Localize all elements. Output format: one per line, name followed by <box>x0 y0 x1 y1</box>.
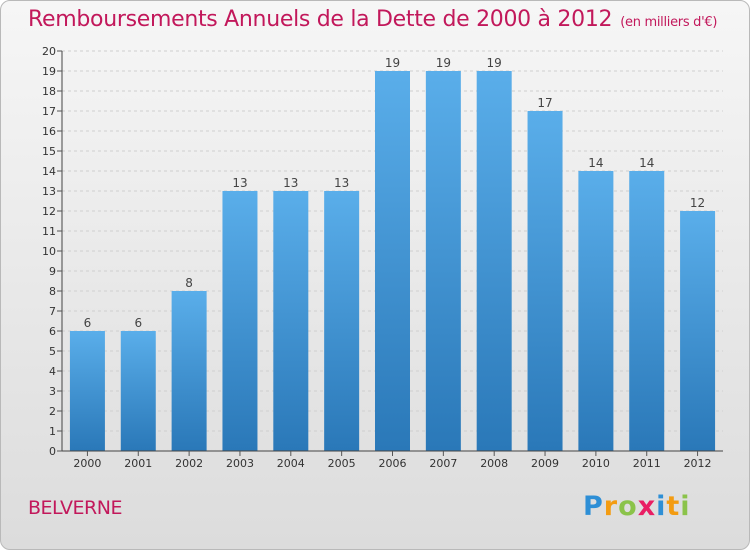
value-label: 6 <box>84 316 92 330</box>
x-tick-label: 2003 <box>226 457 254 470</box>
chart-unit: (en milliers d'€) <box>620 15 718 30</box>
proxiti-logo: Proxiti <box>583 491 691 522</box>
x-tick-labels: 2000 2001 2002 2003 2004 2005 2006 2007 2008 2009… <box>73 451 712 470</box>
x-tick-label: 2006 <box>379 457 407 470</box>
logo-letter: i <box>656 491 667 522</box>
x-tick-label: 2004 <box>277 457 305 470</box>
logo-letter: i <box>680 491 691 522</box>
chart-title: Remboursements Annuels de la Dette de 20… <box>28 7 717 32</box>
x-tick-label: 2005 <box>328 457 356 470</box>
x-tick-label: 2000 <box>73 457 101 470</box>
y-tick-label: 11 <box>42 225 56 238</box>
y-tick-label: 6 <box>49 325 56 338</box>
bar <box>527 111 563 451</box>
value-label: 13 <box>334 176 349 190</box>
logo-letter: x <box>637 491 657 522</box>
y-tick-label: 14 <box>42 165 56 178</box>
bar <box>578 171 614 451</box>
logo-letter: o <box>618 491 638 522</box>
value-label: 14 <box>588 156 603 170</box>
y-tick-label: 0 <box>49 445 56 458</box>
y-tick-label: 17 <box>42 105 56 118</box>
x-tick-label: 2002 <box>175 457 203 470</box>
bar <box>324 191 360 451</box>
value-label: 12 <box>690 196 705 210</box>
bar <box>120 331 156 451</box>
x-tick-label: 2011 <box>633 457 661 470</box>
value-label: 19 <box>436 56 451 70</box>
y-tick-label: 1 <box>49 425 56 438</box>
bar <box>375 71 410 451</box>
y-tick-label: 10 <box>42 245 56 258</box>
logo-letter: t <box>666 491 681 522</box>
bar <box>680 211 716 451</box>
place-name: BELVERNE <box>28 497 122 519</box>
x-tick-label: 2009 <box>531 457 559 470</box>
bar <box>222 191 258 451</box>
y-tick-label: 16 <box>42 125 56 138</box>
bars <box>69 71 716 451</box>
y-tick-label: 3 <box>49 385 56 398</box>
y-tick-label: 5 <box>49 345 56 358</box>
value-label: 8 <box>185 276 193 290</box>
value-labels: 6 6 8 13 13 13 19 19 19 17 14 14 12 <box>84 56 706 330</box>
y-tick-label: 7 <box>49 305 56 318</box>
value-label: 13 <box>283 176 298 190</box>
bar <box>425 71 461 451</box>
y-tick-label: 18 <box>42 85 56 98</box>
x-tick-label: 2008 <box>480 457 508 470</box>
value-label: 19 <box>385 56 400 70</box>
value-label: 13 <box>232 176 247 190</box>
y-tick-label: 4 <box>49 365 56 378</box>
y-tick-label: 9 <box>49 265 56 278</box>
y-tick-label: 19 <box>42 65 56 78</box>
x-tick-label: 2010 <box>582 457 610 470</box>
x-tick-label: 2001 <box>124 457 152 470</box>
y-tick-label: 13 <box>42 185 56 198</box>
value-label: 17 <box>537 96 552 110</box>
bar <box>171 291 207 451</box>
value-label: 6 <box>134 316 142 330</box>
bar <box>629 171 665 451</box>
bar <box>69 331 105 451</box>
y-tick-label: 2 <box>49 405 56 418</box>
y-tick-label: 12 <box>42 205 56 218</box>
bar <box>476 71 512 451</box>
y-tick-label: 15 <box>42 145 56 158</box>
chart-title-text: Remboursements Annuels de la Dette de 20… <box>28 7 613 32</box>
value-label: 19 <box>487 56 502 70</box>
y-tick-label: 8 <box>49 285 56 298</box>
logo-letter: r <box>603 491 619 522</box>
x-tick-label: 2007 <box>429 457 457 470</box>
x-tick-label: 2012 <box>684 457 712 470</box>
y-tick-label: 20 <box>42 45 56 58</box>
value-label: 14 <box>639 156 654 170</box>
bar <box>273 191 309 451</box>
logo-letter: P <box>583 491 604 522</box>
